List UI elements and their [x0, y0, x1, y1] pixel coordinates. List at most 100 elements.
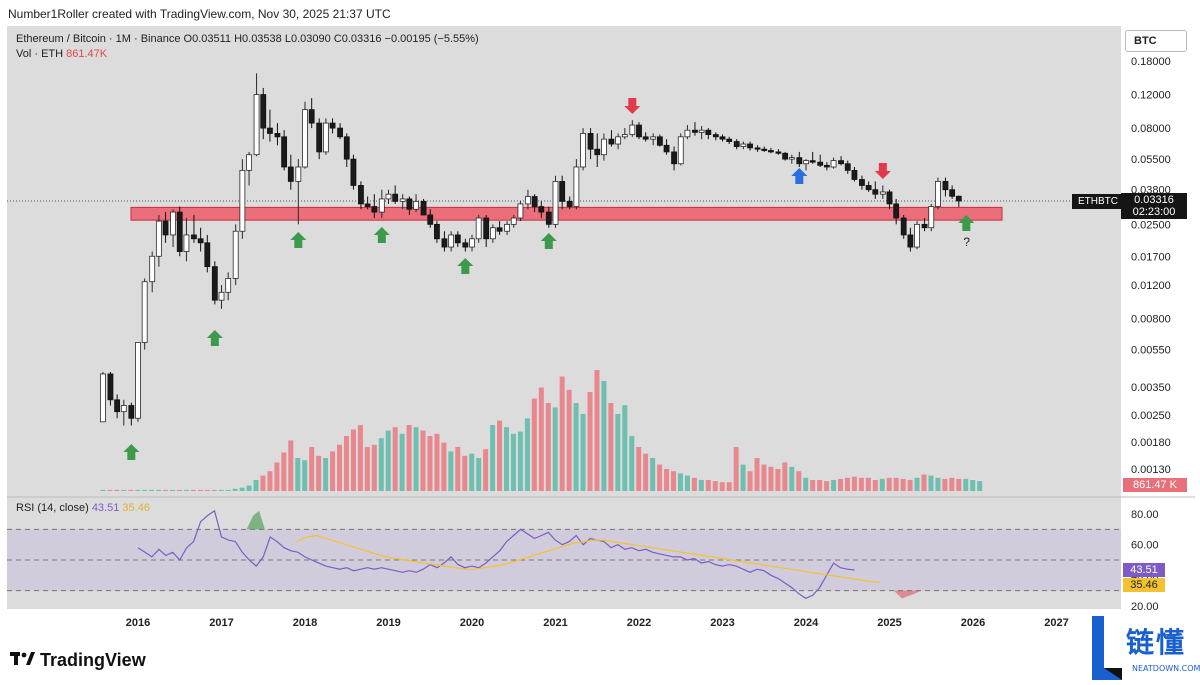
support-zone — [130, 206, 1003, 221]
candle-body — [441, 238, 448, 248]
sell-arrow-icon — [874, 163, 891, 179]
volume-bar — [900, 478, 906, 491]
volume-bar — [754, 458, 760, 491]
candle-body — [872, 189, 879, 195]
volume-bar — [775, 469, 781, 491]
candle-body — [322, 122, 329, 153]
volume-bar — [594, 370, 600, 491]
volume-bar — [406, 425, 412, 491]
tradingview-logo[interactable]: TradingView — [10, 650, 146, 671]
volume-bar — [288, 440, 294, 491]
candle-body — [100, 373, 106, 423]
volume-bar — [504, 427, 510, 491]
volume-bar — [462, 455, 468, 491]
volume-bar — [803, 477, 809, 491]
volume-bar — [636, 447, 642, 491]
candle-body — [239, 169, 246, 232]
candle-body — [114, 399, 121, 413]
signal-arrows: ? — [123, 98, 975, 460]
candle-body — [385, 193, 392, 200]
volume-bar — [190, 489, 196, 491]
candle-body — [448, 234, 455, 248]
currency-button[interactable]: BTC — [1125, 30, 1187, 52]
volume-bar — [441, 442, 447, 491]
candle-body — [420, 200, 427, 216]
buy-arrow-icon — [373, 227, 390, 243]
candle-body — [879, 191, 886, 195]
watermark-english: NEATDOWN.COM — [1132, 664, 1200, 673]
candle-body — [197, 238, 204, 244]
chart-pane[interactable] — [7, 26, 1121, 609]
volume-bar — [455, 447, 461, 491]
volume-bar — [448, 451, 454, 491]
volume-bar — [942, 478, 948, 491]
volume-bar — [253, 480, 259, 491]
time-tick-label: 2023 — [710, 617, 734, 629]
volume-bar — [865, 477, 871, 491]
volume-bar — [879, 478, 885, 491]
watermark-logo-icon — [1092, 616, 1122, 680]
volume-bar — [302, 460, 308, 491]
candle-body — [705, 129, 712, 135]
price-axis[interactable] — [1121, 26, 1195, 609]
volume-bar — [893, 477, 899, 491]
candle-body — [329, 122, 336, 129]
attribution-line: Number1Roller created with TradingView.c… — [8, 7, 391, 21]
volume-bar — [176, 489, 182, 491]
volume-bar — [615, 414, 621, 491]
symbol-tag: ETHBTC — [1072, 194, 1124, 209]
volume-bar — [796, 471, 802, 491]
candle-body — [754, 147, 761, 150]
volume-bar — [309, 447, 315, 491]
rsi-tick-label: 80.00 — [1131, 509, 1159, 521]
candle-body — [406, 198, 413, 210]
candle-body — [434, 223, 440, 240]
volume-bar — [691, 477, 697, 491]
volume-bar — [323, 458, 329, 491]
buy-arrow-icon — [290, 232, 307, 248]
volume-bar — [789, 466, 795, 491]
price-tick-label: 0.18000 — [1131, 56, 1171, 68]
volume-bar — [371, 444, 377, 491]
candle-body — [135, 342, 141, 419]
volume-bar — [657, 464, 663, 491]
volume-bars — [100, 370, 983, 491]
candle-body — [517, 203, 524, 219]
volume-bar — [510, 433, 516, 491]
candle-body — [615, 136, 622, 145]
volume-bar — [364, 447, 370, 491]
volume-bar — [831, 480, 837, 491]
candle-body — [337, 127, 343, 138]
rsi-line — [137, 509, 855, 599]
rsi-ma-tag: 35.46 — [1123, 578, 1165, 592]
sell-arrow-icon — [624, 98, 641, 114]
price-tick-label: 0.08000 — [1131, 123, 1171, 135]
time-tick-label: 2017 — [209, 617, 233, 629]
volume-bar — [858, 477, 864, 491]
candle-body — [935, 181, 941, 207]
candle-body — [545, 211, 552, 225]
volume-bar — [295, 458, 301, 491]
volume-bar — [149, 489, 155, 491]
price-tick-label: 0.00800 — [1131, 314, 1171, 326]
candle-body — [510, 217, 517, 225]
candle-body — [907, 234, 914, 248]
candle-body — [204, 242, 211, 268]
candle-body — [642, 136, 649, 140]
candle-body — [120, 405, 127, 413]
candle-body — [260, 94, 267, 129]
candle-body — [274, 133, 281, 138]
volume-bar — [956, 478, 962, 491]
candle-body — [183, 234, 190, 252]
question-mark: ? — [963, 235, 970, 249]
candle-body — [601, 138, 607, 156]
volume-bar — [337, 444, 343, 491]
candle-body — [823, 164, 830, 168]
volume-bar — [267, 471, 273, 491]
volume-bar — [643, 453, 649, 491]
price-tick-label: 0.01700 — [1131, 251, 1171, 263]
rsi-value-tag: 43.51 — [1123, 563, 1165, 577]
volume-bar — [601, 381, 607, 491]
candle-body — [107, 373, 114, 401]
candle-body — [580, 133, 586, 168]
